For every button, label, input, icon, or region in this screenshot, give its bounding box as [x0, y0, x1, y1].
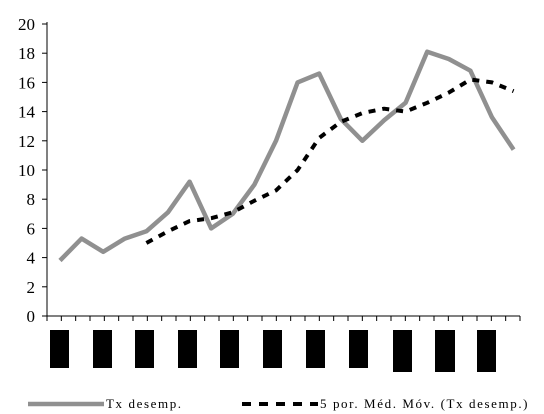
y-tick-label-8: 8	[27, 190, 36, 209]
y-tick-label-18: 18	[18, 44, 35, 63]
y-tick-label-2: 2	[27, 278, 36, 297]
legend: Tx desemp. 5 por. Méd. Móv. (Tx desemp.)	[28, 396, 529, 411]
y-tick-label-12: 12	[18, 132, 35, 151]
y-tick-label-16: 16	[18, 73, 35, 92]
y-tick-label-4: 4	[27, 249, 36, 268]
redaction-block-5	[263, 330, 282, 368]
series-line-tx-desemp	[58, 49, 516, 263]
redaction-block-8	[393, 330, 412, 372]
y-tick-label-20: 20	[18, 15, 35, 34]
y-tick-label-0: 0	[27, 307, 36, 326]
redaction-block-1	[93, 330, 112, 368]
redaction-block-7	[349, 330, 368, 368]
x-tick-label-redactions	[50, 330, 496, 372]
redaction-block-3	[178, 330, 197, 368]
legend-label-tx-desemp: Tx desemp.	[106, 396, 183, 411]
y-tick-label-6: 6	[27, 219, 36, 238]
series-layer	[58, 49, 516, 263]
redaction-block-9	[435, 330, 455, 372]
redaction-block-0	[50, 330, 69, 368]
y-tick-label-10: 10	[18, 161, 35, 180]
redaction-block-2	[135, 330, 154, 368]
y-axis-ticks: 0 2 4 6 8 10 12 14 16 18 20	[18, 15, 47, 326]
redaction-block-10	[477, 330, 496, 372]
redaction-block-6	[306, 330, 325, 368]
redaction-block-4	[220, 330, 239, 368]
series-line-moving-average	[145, 77, 515, 245]
legend-label-moving-average: 5 por. Méd. Móv. (Tx desemp.)	[320, 396, 529, 411]
x-axis-ticks	[46, 316, 521, 321]
y-tick-label-14: 14	[18, 103, 36, 122]
axes	[46, 22, 520, 317]
